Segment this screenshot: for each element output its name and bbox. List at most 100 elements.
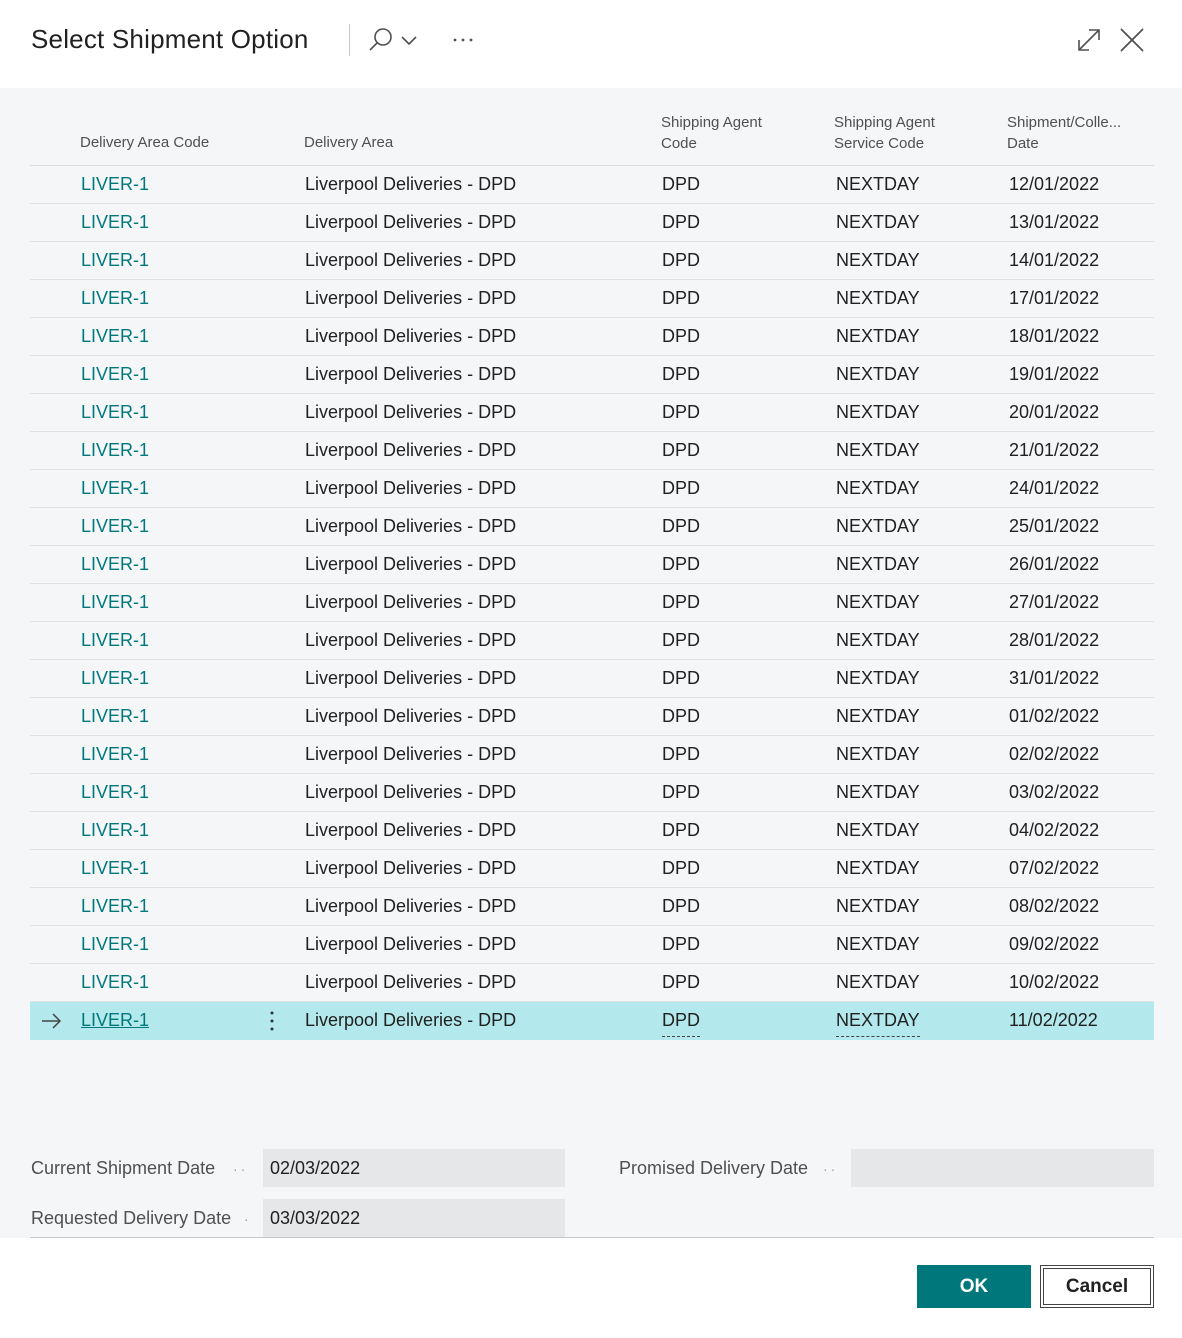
table-row[interactable]: LIVER-1 Liverpool Deliveries - DPD DPD NEXT…: [30, 166, 1154, 204]
cancel-button[interactable]: Cancel: [1040, 1265, 1154, 1308]
search-button[interactable]: [366, 26, 422, 56]
table-row[interactable]: LIVER-1 Liverpool Deliveries - DPD DPD NEXT…: [30, 394, 1154, 432]
shipment-date-cell: 01/02/2022: [1009, 706, 1100, 726]
column-header-shipping-agent-code[interactable]: Shipping Agent Code: [661, 112, 762, 154]
shipping-agent-code-cell: DPD: [662, 972, 701, 992]
promised-delivery-date-field[interactable]: [851, 1149, 1154, 1187]
shipping-agent-service-code-cell: NEXTDAY: [836, 782, 920, 802]
table-row[interactable]: LIVER-1 Liverpool Deliveries - DPD DPD NEXT…: [30, 736, 1154, 774]
shipping-agent-service-code-cell: NEXTDAY: [836, 402, 920, 422]
delivery-area-code-cell[interactable]: LIVER-1: [81, 782, 150, 802]
dialog-header: Select Shipment Option: [0, 0, 1182, 88]
table-row[interactable]: LIVER-1 Liverpool Deliveries - DPD DPD NEXT…: [30, 546, 1154, 584]
column-header-shipment-date[interactable]: Shipment/Colle... Date: [1007, 112, 1121, 154]
table-row[interactable]: LIVER-1 Liverpool Deliveries - DPD DPD NEXT…: [30, 698, 1154, 736]
row-actions-icon[interactable]: [262, 1002, 282, 1052]
shipment-date-cell: 14/01/2022: [1009, 250, 1100, 270]
shipping-agent-service-code-cell: NEXTDAY: [836, 326, 920, 346]
delivery-area-code-cell[interactable]: LIVER-1: [81, 668, 150, 688]
column-header-delivery-area[interactable]: Delivery Area: [304, 132, 393, 153]
shipment-date-cell: 12/01/2022: [1009, 174, 1100, 194]
table-row[interactable]: LIVER-1 Liverpool Deliveries - DPD DPD NEXT…: [30, 280, 1154, 318]
table-row[interactable]: LIVER-1 Liverpool Deliveries - DPD DPD NEXT…: [30, 812, 1154, 850]
shipping-agent-code-cell: DPD: [662, 364, 701, 384]
shipping-agent-code-cell: DPD: [662, 706, 701, 726]
delivery-area-code-cell[interactable]: LIVER-1: [81, 250, 150, 270]
requested-delivery-date-label: Requested Delivery Date: [31, 1208, 232, 1228]
shipment-date-cell: 25/01/2022: [1009, 516, 1100, 536]
table-row[interactable]: LIVER-1 Liverpool Deliveries - DPD DPD NEXT…: [30, 356, 1154, 394]
column-header-delivery-area-code[interactable]: Delivery Area Code: [80, 132, 209, 153]
delivery-area-cell: Liverpool Deliveries - DPD: [305, 820, 517, 840]
table-row[interactable]: LIVER-1 Liverpool Deliveries - DPD DPD NEXT…: [30, 850, 1154, 888]
delivery-area-code-cell[interactable]: LIVER-1: [81, 478, 150, 498]
delivery-area-code-cell[interactable]: LIVER-1: [81, 744, 150, 764]
delivery-area-code-cell[interactable]: LIVER-1: [81, 516, 150, 536]
field-dots: ·: [244, 1211, 252, 1227]
shipment-date-cell: 26/01/2022: [1009, 554, 1100, 574]
shipment-date-cell: 27/01/2022: [1009, 592, 1100, 612]
delivery-area-cell: Liverpool Deliveries - DPD: [305, 592, 517, 612]
shipping-agent-service-code-cell[interactable]: NEXTDAY: [836, 1005, 920, 1037]
table-row[interactable]: LIVER-1 Liverpool Deliveries - DPD DPD NEXT…: [30, 660, 1154, 698]
ok-button[interactable]: OK: [917, 1265, 1031, 1308]
table-row[interactable]: LIVER-1 Liverpool Deliveries - DPD DPD NEXT…: [30, 964, 1154, 1002]
delivery-area-code-cell[interactable]: LIVER-1: [81, 858, 150, 878]
delivery-area-code-cell[interactable]: LIVER-1: [81, 288, 150, 308]
more-options-button[interactable]: [450, 26, 478, 56]
current-shipment-date-label: Current Shipment Date: [31, 1158, 216, 1178]
table-row[interactable]: LIVER-1 Liverpool Deliveries - DPD DPD NEXT…: [30, 318, 1154, 356]
delivery-area-code-cell[interactable]: LIVER-1: [81, 934, 150, 954]
shipping-agent-code-cell: DPD: [662, 820, 701, 840]
table-row[interactable]: LIVER-1 Liverpool Deliveries - DPD DPD NEXT…: [30, 204, 1154, 242]
delivery-area-cell: Liverpool Deliveries - DPD: [305, 554, 517, 574]
close-button[interactable]: [1116, 24, 1148, 56]
table-row[interactable]: LIVER-1 Liverpool Deliveries - DPD DPD NEXT…: [30, 1002, 1154, 1040]
table-row[interactable]: LIVER-1 Liverpool Deliveries - DPD DPD NEXT…: [30, 774, 1154, 812]
shipping-agent-service-code-cell: NEXTDAY: [836, 858, 920, 878]
shipment-date-cell: 04/02/2022: [1009, 820, 1100, 840]
current-shipment-date-field[interactable]: 02/03/2022: [263, 1149, 565, 1187]
requested-delivery-date-field[interactable]: 03/03/2022: [263, 1199, 565, 1237]
shipping-agent-code-cell: DPD: [662, 478, 701, 498]
delivery-area-code-cell[interactable]: LIVER-1: [81, 972, 150, 992]
delivery-area-code-cell[interactable]: LIVER-1: [81, 706, 150, 726]
delivery-area-code-cell[interactable]: LIVER-1: [81, 820, 150, 840]
delivery-area-code-cell[interactable]: LIVER-1: [81, 896, 150, 916]
table-row[interactable]: LIVER-1 Liverpool Deliveries - DPD DPD NEXT…: [30, 242, 1154, 280]
delivery-area-cell: Liverpool Deliveries - DPD: [305, 364, 517, 384]
delivery-area-cell: Liverpool Deliveries - DPD: [305, 478, 517, 498]
delivery-area-code-cell[interactable]: LIVER-1: [81, 592, 150, 612]
shipping-agent-service-code-cell: NEXTDAY: [836, 554, 920, 574]
table-row[interactable]: LIVER-1 Liverpool Deliveries - DPD DPD NEXT…: [30, 432, 1154, 470]
delivery-area-code-cell[interactable]: LIVER-1: [81, 364, 150, 384]
delivery-area-code-cell[interactable]: LIVER-1: [81, 402, 150, 422]
delivery-area-code-cell[interactable]: LIVER-1: [81, 326, 150, 346]
delivery-area-code-cell[interactable]: LIVER-1: [81, 212, 150, 232]
table-row[interactable]: LIVER-1 Liverpool Deliveries - DPD DPD NEXT…: [30, 622, 1154, 660]
delivery-area-code-cell[interactable]: LIVER-1: [81, 1010, 150, 1030]
table-row[interactable]: LIVER-1 Liverpool Deliveries - DPD DPD NEXT…: [30, 888, 1154, 926]
shipping-agent-service-code-cell: NEXTDAY: [836, 516, 920, 536]
expand-button[interactable]: [1074, 24, 1104, 56]
delivery-area-code-cell[interactable]: LIVER-1: [81, 630, 150, 650]
table-row[interactable]: LIVER-1 Liverpool Deliveries - DPD DPD NEXT…: [30, 470, 1154, 508]
shipping-agent-code-cell: DPD: [662, 250, 701, 270]
shipping-agent-service-code-cell: NEXTDAY: [836, 478, 920, 498]
table-row[interactable]: LIVER-1 Liverpool Deliveries - DPD DPD NEXT…: [30, 508, 1154, 546]
delivery-area-cell: Liverpool Deliveries - DPD: [305, 668, 517, 688]
table-row[interactable]: LIVER-1 Liverpool Deliveries - DPD DPD NEXT…: [30, 926, 1154, 964]
shipping-agent-code-cell: DPD: [662, 934, 701, 954]
column-header-shipping-agent-service-code[interactable]: Shipping Agent Service Code: [834, 112, 935, 154]
shipping-agent-code-cell: DPD: [662, 212, 701, 232]
shipment-date-cell: 21/01/2022: [1009, 440, 1100, 460]
shipment-date-cell: 13/01/2022: [1009, 212, 1100, 232]
table-row[interactable]: LIVER-1 Liverpool Deliveries - DPD DPD NEXT…: [30, 584, 1154, 622]
shipping-agent-service-code-cell: NEXTDAY: [836, 288, 920, 308]
delivery-area-code-cell[interactable]: LIVER-1: [81, 174, 150, 194]
shipping-agent-service-code-cell: NEXTDAY: [836, 592, 920, 612]
shipping-agent-service-code-cell: NEXTDAY: [836, 896, 920, 916]
shipping-agent-code-cell[interactable]: DPD: [662, 1005, 701, 1037]
delivery-area-code-cell[interactable]: LIVER-1: [81, 440, 150, 460]
delivery-area-code-cell[interactable]: LIVER-1: [81, 554, 150, 574]
